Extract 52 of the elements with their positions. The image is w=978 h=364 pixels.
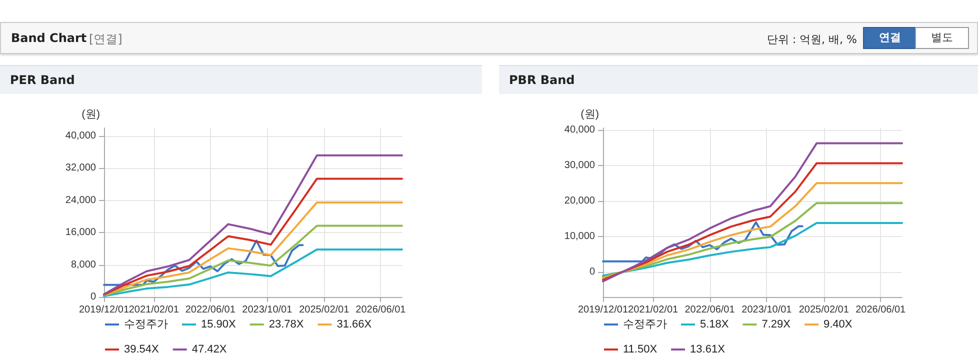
legend-label: 11.50X <box>623 344 658 356</box>
line-series <box>602 222 903 277</box>
y-tick-label: 8,000 <box>70 259 96 270</box>
legend-label: 7.29X <box>762 318 792 330</box>
text: [연결] <box>89 31 122 48</box>
legend-label: 수정주가 <box>124 318 168 330</box>
x-tick-label: 2025/02/01 <box>798 304 850 316</box>
line-series <box>602 162 903 281</box>
legend-label: 9.40X <box>823 318 853 330</box>
x-tick-label: 2019/12/01 <box>78 304 130 316</box>
line-series <box>602 221 804 262</box>
x-tick-label: 2025/02/01 <box>299 304 350 316</box>
y-tick-label: 40,000 <box>65 130 96 142</box>
chart-title: PER Band <box>0 65 482 94</box>
x-tick-label: 2022/06/01 <box>185 304 236 316</box>
y-axis-title: (원) <box>580 108 599 120</box>
x-tick-label: 2021/02/01 <box>128 304 180 316</box>
legend-label: 13.61X <box>690 344 726 356</box>
x-tick-label: 2019/12/01 <box>578 304 628 316</box>
legend-label: 39.54X <box>124 344 160 356</box>
y-tick-label: 32,000 <box>65 162 96 174</box>
x-tick-label: 2026/06/01 <box>856 304 906 316</box>
x-tick-label: 2022/06/01 <box>684 304 736 316</box>
line-series <box>602 182 903 280</box>
x-tick-label: 2026/06/01 <box>356 304 406 316</box>
legend-label: 15.90X <box>201 318 237 330</box>
legend-label: 47.42X <box>192 344 228 356</box>
x-tick-label: 2021/02/01 <box>628 304 679 316</box>
text: 연결 <box>863 27 917 49</box>
y-tick-label: 20,000 <box>564 195 596 206</box>
y-tick-label: 24,000 <box>65 194 96 206</box>
x-tick-label: 2023/10/01 <box>742 304 792 316</box>
y-tick-label: 0 <box>90 292 96 302</box>
y-axis-title: (원) <box>82 108 100 120</box>
y-tick-label: 16,000 <box>65 227 96 238</box>
text: Band Chart <box>11 31 87 45</box>
legend-label: 31.66X <box>336 318 372 330</box>
y-tick-label: 40,000 <box>564 124 596 136</box>
text: 별도 <box>915 27 969 49</box>
line-series <box>602 202 903 278</box>
line-series <box>103 240 304 286</box>
line-series <box>602 142 903 282</box>
legend-label: 5.18X <box>700 318 730 330</box>
legend-label: 수정주가 <box>623 318 667 330</box>
line-series <box>103 154 403 296</box>
chart-title: PBR Band <box>499 65 978 94</box>
legend-label: 23.78X <box>268 318 304 330</box>
y-tick-label: 0 <box>589 266 596 278</box>
y-tick-label: 30,000 <box>564 160 596 171</box>
text: 단위 : 억원, 배, % <box>766 32 857 47</box>
x-tick-label: 2023/10/01 <box>242 304 293 316</box>
y-tick-label: 10,000 <box>564 231 596 242</box>
